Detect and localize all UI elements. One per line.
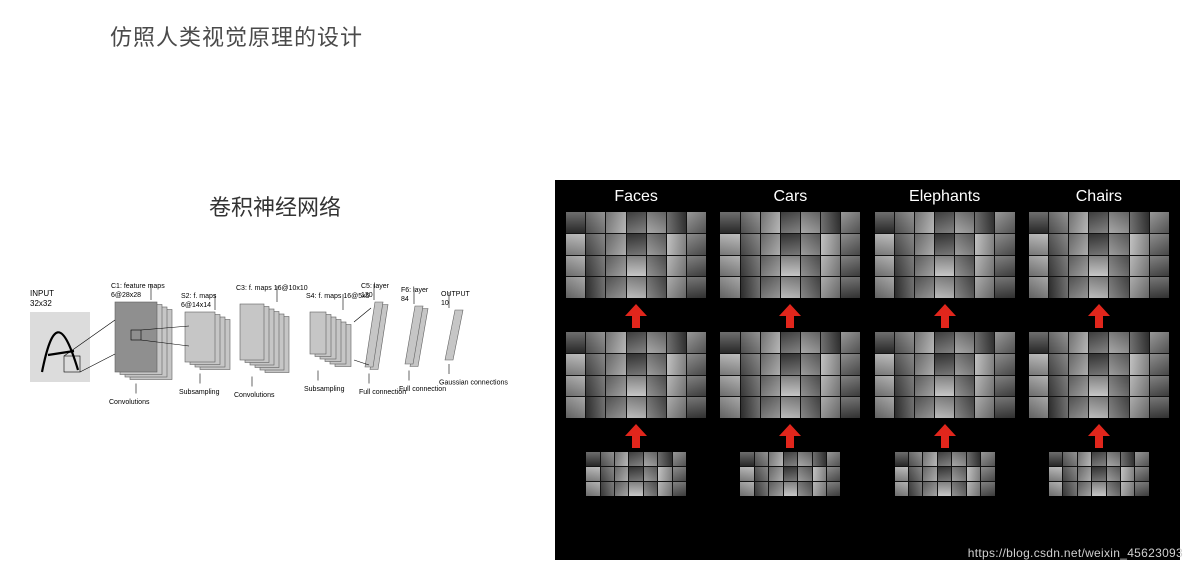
feature-grid bbox=[1029, 212, 1169, 298]
svg-text:10: 10 bbox=[441, 300, 449, 307]
svg-text:INPUT: INPUT bbox=[30, 289, 54, 298]
feature-column-header: Faces bbox=[614, 188, 658, 206]
arrow-up-icon bbox=[934, 304, 956, 328]
svg-text:84: 84 bbox=[401, 296, 409, 303]
feature-visualization-block: Faces Cars Elephants Chairs bbox=[555, 180, 1180, 560]
feature-column: Faces bbox=[561, 184, 711, 554]
cnn-title: 卷积神经网络 bbox=[20, 190, 530, 222]
cnn-architecture-svg: INPUT32x32 C1: feature maps 6@28x28 Convolu… bbox=[20, 272, 520, 452]
arrow-up-icon bbox=[1088, 424, 1110, 448]
arrow-up-icon bbox=[779, 304, 801, 328]
feature-column-header: Chairs bbox=[1076, 188, 1122, 206]
svg-text:Convolutions: Convolutions bbox=[109, 399, 150, 406]
cnn-diagram-block: 卷积神经网络 INPUT32x32 C1: feature maps 6@28x28… bbox=[20, 190, 530, 452]
feature-column-header: Elephants bbox=[909, 188, 980, 206]
feature-column-header: Cars bbox=[773, 188, 807, 206]
svg-text:C5: layer: C5: layer bbox=[361, 283, 390, 290]
feature-column: Chairs bbox=[1024, 184, 1174, 554]
svg-text:C3: f. maps 16@10x10: C3: f. maps 16@10x10 bbox=[236, 285, 308, 292]
feature-grid bbox=[875, 332, 1015, 418]
svg-text:OUTPUT: OUTPUT bbox=[441, 291, 471, 298]
feature-grid bbox=[586, 452, 686, 496]
arrow-up-icon bbox=[934, 424, 956, 448]
feature-grid bbox=[895, 452, 995, 496]
svg-text:Convolutions: Convolutions bbox=[234, 392, 275, 399]
feature-grid bbox=[720, 332, 860, 418]
arrow-up-icon bbox=[1088, 304, 1110, 328]
feature-grid bbox=[740, 452, 840, 496]
arrow-up-icon bbox=[625, 304, 647, 328]
svg-text:Subsampling: Subsampling bbox=[179, 389, 220, 396]
svg-text:C1: feature maps: C1: feature maps bbox=[111, 283, 165, 290]
svg-text:6@28x28: 6@28x28 bbox=[111, 292, 141, 299]
svg-text:F6: layer: F6: layer bbox=[401, 287, 429, 294]
feature-column: Cars bbox=[715, 184, 865, 554]
svg-text:S2: f. maps: S2: f. maps bbox=[181, 293, 217, 300]
feature-grid bbox=[1049, 452, 1149, 496]
svg-text:120: 120 bbox=[361, 292, 373, 299]
feature-grid bbox=[875, 212, 1015, 298]
svg-text:Full connection: Full connection bbox=[399, 386, 446, 393]
page-title: 仿照人类视觉原理的设计 bbox=[110, 20, 363, 52]
feature-grid bbox=[720, 212, 860, 298]
svg-text:32x32: 32x32 bbox=[30, 299, 52, 308]
feature-column: Elephants bbox=[870, 184, 1020, 554]
watermark: https://blog.csdn.net/weixin_45623093 bbox=[968, 546, 1183, 560]
feature-grid bbox=[1029, 332, 1169, 418]
arrow-up-icon bbox=[779, 424, 801, 448]
feature-grid bbox=[566, 212, 706, 298]
svg-text:Subsampling: Subsampling bbox=[304, 386, 345, 393]
arrow-up-icon bbox=[625, 424, 647, 448]
svg-text:Gaussian connections: Gaussian connections bbox=[439, 380, 508, 387]
feature-grid bbox=[566, 332, 706, 418]
svg-text:6@14x14: 6@14x14 bbox=[181, 302, 211, 309]
